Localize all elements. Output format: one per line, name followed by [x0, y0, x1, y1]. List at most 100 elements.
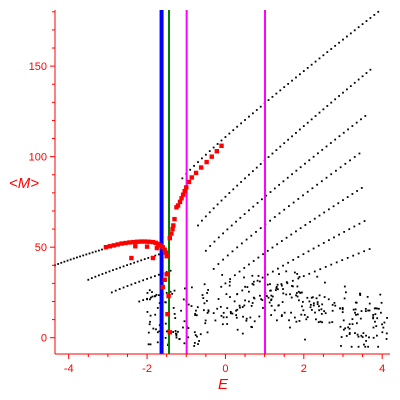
- black-data-point: [312, 302, 315, 305]
- black-data-point: [235, 314, 238, 317]
- black-data-point: [285, 293, 288, 296]
- black-data-point: [243, 304, 246, 307]
- black-data-point: [219, 305, 222, 308]
- black-data-point: [342, 131, 345, 134]
- red-data-point: [150, 255, 156, 261]
- red-data-point: [133, 244, 138, 249]
- black-data-point: [110, 291, 113, 294]
- black-data-point: [306, 316, 309, 318]
- black-data-point: [354, 311, 356, 314]
- black-data-point: [85, 253, 88, 256]
- black-data-point: [235, 316, 238, 319]
- black-data-point: [260, 298, 263, 301]
- black-data-point: [377, 307, 380, 310]
- red-data-point: [164, 254, 169, 259]
- black-data-point: [327, 208, 330, 211]
- black-data-point: [280, 284, 283, 287]
- black-data-point: [322, 54, 325, 57]
- y-tick-label: 0: [41, 333, 47, 345]
- black-data-point: [222, 311, 225, 314]
- black-data-point: [277, 304, 280, 307]
- black-data-point: [281, 301, 284, 303]
- black-data-point: [298, 128, 301, 131]
- black-data-point: [331, 321, 334, 324]
- black-data-point: [148, 289, 151, 292]
- black-data-point: [283, 86, 286, 89]
- black-data-point: [276, 283, 279, 286]
- black-data-point: [352, 308, 355, 311]
- black-data-point: [348, 327, 351, 330]
- black-data-point: [365, 20, 368, 22]
- black-data-point: [265, 294, 268, 297]
- red-data-point: [214, 149, 220, 154]
- black-data-point: [226, 228, 229, 231]
- black-data-point: [212, 312, 215, 314]
- black-data-point: [283, 311, 286, 314]
- black-data-point: [239, 216, 242, 219]
- black-data-point: [248, 263, 250, 266]
- black-data-point: [356, 333, 359, 336]
- black-data-point: [157, 253, 160, 256]
- black-data-point: [344, 327, 347, 330]
- black-data-point: [356, 190, 358, 192]
- black-data-point: [314, 115, 317, 117]
- black-data-point: [154, 254, 157, 257]
- black-data-point: [357, 78, 360, 81]
- black-data-point: [365, 72, 368, 74]
- black-data-point: [368, 302, 371, 305]
- black-data-point: [270, 304, 273, 307]
- black-data-point: [57, 263, 60, 265]
- black-data-point: [232, 188, 235, 191]
- black-data-point: [252, 205, 255, 208]
- black-data-point: [229, 278, 232, 280]
- black-data-point: [295, 230, 297, 233]
- black-data-point: [189, 168, 192, 171]
- black-data-point: [206, 311, 209, 314]
- red-data-point: [172, 216, 177, 222]
- black-data-point: [91, 251, 94, 254]
- black-data-point: [88, 252, 91, 255]
- black-data-point: [291, 279, 294, 282]
- black-data-point: [305, 318, 308, 321]
- black-data-point: [241, 289, 244, 292]
- black-data-point: [330, 173, 333, 176]
- black-data-point: [82, 254, 85, 257]
- black-data-point: [147, 257, 150, 259]
- black-data-point: [355, 301, 358, 304]
- black-data-point: [372, 314, 375, 316]
- red-data-point: [164, 272, 169, 277]
- black-data-point: [372, 317, 375, 320]
- black-data-point: [182, 298, 185, 301]
- black-data-point: [280, 283, 283, 286]
- black-data-point: [169, 269, 172, 272]
- black-data-point: [315, 318, 317, 321]
- black-data-point: [194, 334, 197, 337]
- black-data-point: [351, 193, 354, 195]
- black-data-point: [230, 312, 232, 315]
- black-data-point: [275, 287, 278, 289]
- red-data-point: [162, 277, 167, 282]
- black-data-point: [314, 60, 317, 63]
- black-data-point: [172, 306, 175, 309]
- black-data-point: [201, 157, 203, 160]
- black-data-point: [221, 274, 224, 276]
- black-data-point: [326, 105, 329, 107]
- black-data-point: [317, 321, 320, 324]
- black-data-point: [146, 311, 149, 313]
- black-data-point: [224, 282, 227, 285]
- black-data-point: [118, 288, 121, 290]
- black-data-point: [341, 311, 344, 314]
- black-data-point: [306, 296, 309, 299]
- black-data-point: [194, 312, 197, 315]
- black-data-point: [150, 276, 152, 279]
- black-data-point: [142, 279, 145, 282]
- black-data-point: [293, 316, 296, 319]
- black-data-point: [383, 321, 386, 324]
- black-data-point: [165, 330, 168, 333]
- red-data-point: [160, 244, 165, 250]
- black-data-point: [255, 166, 258, 169]
- black-data-point: [379, 293, 382, 296]
- black-data-point: [367, 345, 370, 348]
- black-data-point: [342, 319, 345, 322]
- black-data-point: [240, 242, 243, 245]
